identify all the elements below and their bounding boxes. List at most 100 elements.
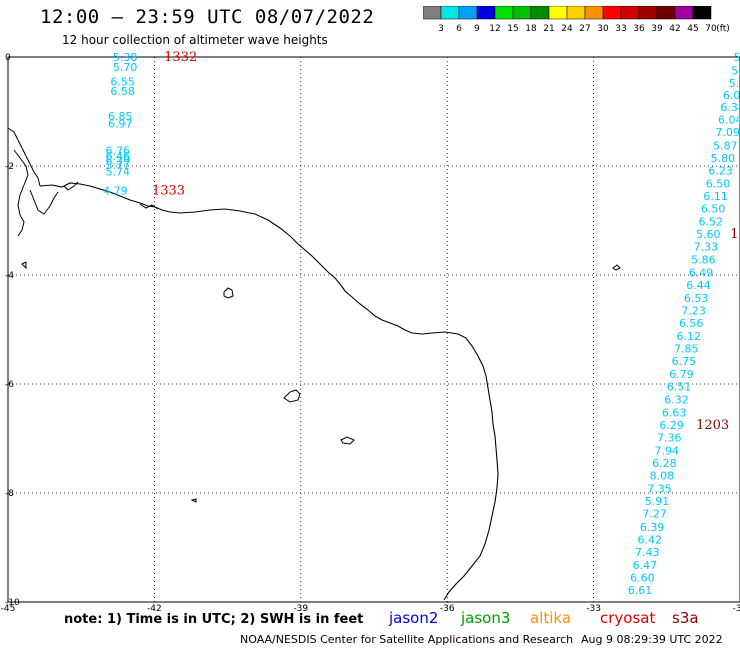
legend-label: 45 bbox=[687, 24, 698, 34]
lon-tick-label: -42 bbox=[147, 604, 162, 614]
pass-time-labels: 1332 1333 12 1203 bbox=[152, 50, 740, 433]
wave-height-value: 7.94 bbox=[655, 444, 680, 457]
lat-tick-label: 0 bbox=[5, 53, 11, 63]
wave-height-value: 6.23 bbox=[708, 164, 733, 177]
island-1 bbox=[223, 287, 234, 299]
wave-height-value: 6.79 bbox=[669, 368, 694, 381]
wave-height-value: 6.49 bbox=[689, 266, 714, 279]
legend-label: 9 bbox=[474, 24, 480, 34]
legend-label: 36 bbox=[633, 24, 645, 34]
island-6 bbox=[21, 261, 27, 270]
wave-height-value: 6.32 bbox=[664, 393, 689, 406]
wave-height-value: 7.85 bbox=[674, 343, 699, 356]
wave-height-value: 6.38 bbox=[720, 101, 740, 114]
mission-jason2: jason2 bbox=[389, 609, 439, 627]
lon-tick-label: -45 bbox=[1, 604, 16, 614]
legend-unit: (ft) bbox=[716, 24, 730, 34]
brazil-coastline bbox=[39, 182, 499, 601]
mission-altika: altika bbox=[530, 609, 572, 627]
island-3 bbox=[340, 436, 355, 445]
coastline bbox=[7, 127, 621, 601]
wave-height-value: 5.60 bbox=[696, 228, 721, 241]
legend-label: 18 bbox=[525, 24, 537, 34]
island-2 bbox=[283, 389, 301, 403]
wave-height-value: 6.61 bbox=[628, 584, 653, 597]
axis-tick-labels: -45 -42 -39 -36 -33 -30 0 -2 -4 -6 -8 -10 bbox=[1, 53, 740, 614]
map-frame bbox=[7, 56, 740, 603]
legend-label: 27 bbox=[579, 24, 590, 34]
wave-height-value: 6.44 bbox=[686, 279, 711, 292]
wave-height-value: 5.91 bbox=[645, 495, 670, 508]
wave-height-value: 6.53 bbox=[684, 292, 709, 305]
legend-label: 24 bbox=[561, 24, 573, 34]
wave-height-value: 6.47 bbox=[633, 559, 658, 572]
wave-height-value: 5.4 bbox=[734, 51, 740, 64]
wave-height-value: 7.27 bbox=[642, 508, 667, 521]
legend-label: 6 bbox=[456, 24, 462, 34]
wave-height-value: 6.52 bbox=[698, 216, 723, 229]
legend-label: 30 bbox=[597, 24, 609, 34]
wave-height-value: 5.87 bbox=[713, 139, 738, 152]
legend-label: 33 bbox=[615, 24, 626, 34]
wave-height-value: 6.42 bbox=[637, 533, 662, 546]
generation-timestamp: Aug 9 08:29:39 UTC 2022 bbox=[581, 633, 723, 646]
wave-height-value: 6.58 bbox=[110, 85, 135, 98]
legend-label: 15 bbox=[507, 24, 518, 34]
wave-height-value: 6.60 bbox=[630, 571, 655, 584]
wave-height-value: 6.76 bbox=[106, 145, 131, 158]
wave-height-value: 6.28 bbox=[652, 457, 677, 470]
units-note: note: 1) Time is in UTC; 2) SWH is in fe… bbox=[64, 612, 364, 627]
pass-time-label: 1333 bbox=[152, 184, 185, 199]
wave-height-value: 5.6 bbox=[729, 77, 740, 90]
wave-height-value: 6.75 bbox=[672, 355, 697, 368]
lat-tick-label: -2 bbox=[5, 162, 14, 172]
wave-height-value: 6.55 bbox=[110, 76, 135, 89]
credit-text: NOAA/NESDIS Center for Satellite Applica… bbox=[240, 633, 574, 646]
pass-time-label: 1332 bbox=[164, 50, 197, 65]
color-legend: 3 6 9 12 15 18 21 24 27 30 33 36 39 42 45 70 (ft) bbox=[423, 6, 730, 34]
island-5 bbox=[190, 498, 197, 503]
wave-height-value: 6.51 bbox=[667, 381, 692, 394]
wave-height-value: 6.29 bbox=[659, 419, 684, 432]
island-4 bbox=[612, 264, 621, 271]
wave-height-value: 6.04 bbox=[718, 114, 740, 127]
wave-height-value: 6.39 bbox=[106, 155, 131, 168]
wave-height-value: 6.39 bbox=[640, 521, 665, 534]
wave-height-value: 5.77 bbox=[106, 159, 131, 172]
pass-time-label: 12 bbox=[730, 227, 740, 242]
wave-height-value: 6.03 bbox=[723, 89, 740, 102]
legend-label: 70 bbox=[705, 24, 717, 34]
wave-height-value: 5.4 bbox=[731, 65, 740, 78]
altimeter-tracks: 5.385.706.556.586.856.976.766.466.395.77… bbox=[103, 51, 740, 597]
legend-label: 42 bbox=[669, 24, 680, 34]
lat-tick-label: -10 bbox=[5, 598, 20, 608]
map-subtitle: 12 hour collection of altimeter wave hei… bbox=[62, 33, 328, 47]
wave-height-value: 5.38 bbox=[113, 51, 138, 64]
wave-height-value: 5.74 bbox=[106, 165, 131, 178]
lon-tick-label: -39 bbox=[293, 604, 308, 614]
wave-height-value: 8.08 bbox=[650, 470, 675, 483]
wave-height-value: 6.46 bbox=[106, 150, 131, 163]
wave-height-value: 5.86 bbox=[691, 254, 716, 267]
wave-height-value: 6.11 bbox=[703, 190, 728, 203]
lat-tick-label: -8 bbox=[5, 489, 14, 499]
wave-height-value: 6.50 bbox=[701, 203, 726, 216]
mission-cryosat: cryosat bbox=[600, 609, 656, 627]
lat-tick-label: -6 bbox=[5, 380, 14, 390]
wave-height-value: 6.63 bbox=[662, 406, 687, 419]
wave-height-value: 6.56 bbox=[679, 317, 704, 330]
legend-label: 39 bbox=[651, 24, 663, 34]
map-title: 12:00 – 23:59 UTC 08/07/2022 bbox=[40, 6, 375, 28]
mission-jason3: jason3 bbox=[461, 609, 511, 627]
lon-tick-label: -30 bbox=[733, 604, 740, 614]
mission-s3a: s3a bbox=[672, 609, 699, 627]
wave-height-value: 7.35 bbox=[647, 483, 672, 496]
wave-height-value: 6.50 bbox=[706, 177, 731, 190]
legend-label: 3 bbox=[438, 24, 444, 34]
wave-height-value: 6.85 bbox=[108, 110, 133, 123]
lon-tick-label: -33 bbox=[586, 604, 601, 614]
wave-height-value: 7.36 bbox=[657, 431, 682, 444]
legend-label: 21 bbox=[543, 24, 554, 34]
wave-height-value: 6.12 bbox=[677, 330, 702, 343]
